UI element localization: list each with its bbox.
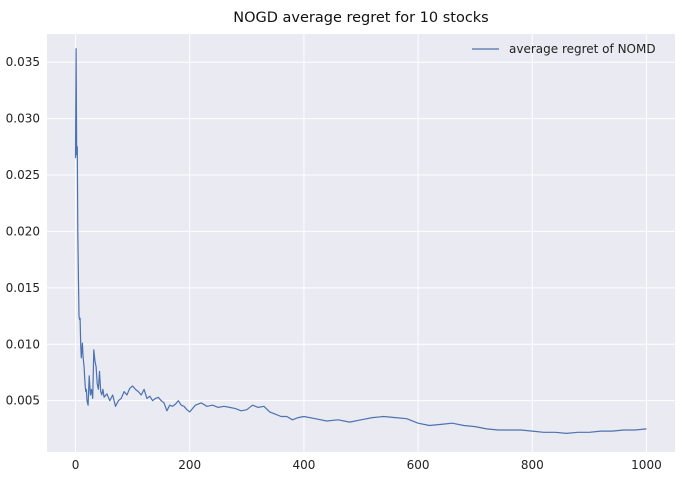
y-tick-label: 0.010: [6, 337, 40, 351]
y-tick-label: 0.005: [6, 394, 40, 408]
y-tick-label: 0.035: [6, 55, 40, 69]
x-tick-label: 600: [407, 458, 430, 472]
y-tick-labels: 0.005 0.010 0.015 0.020 0.025 0.030 0.035: [6, 55, 40, 407]
plot-area: [47, 34, 675, 452]
y-tick-label: 0.025: [6, 168, 40, 182]
y-tick-label: 0.015: [6, 281, 40, 295]
y-tick-label: 0.030: [6, 112, 40, 126]
x-tick-label: 800: [521, 458, 544, 472]
grid-lines: [47, 34, 675, 452]
x-tick-label: 1000: [631, 458, 662, 472]
x-tick-label: 200: [178, 458, 201, 472]
x-tick-labels: 0 200 400 600 800 1000: [72, 458, 662, 472]
series-line: [74, 48, 647, 434]
legend-label: average regret of NOMD: [509, 42, 656, 56]
x-tick-label: 400: [292, 458, 315, 472]
y-tick-label: 0.020: [6, 224, 40, 238]
legend: average regret of NOMD: [472, 42, 656, 56]
x-tick-label: 0: [72, 458, 80, 472]
series-group: [74, 48, 647, 434]
chart-title: NOGD average regret for 10 stocks: [233, 10, 489, 26]
